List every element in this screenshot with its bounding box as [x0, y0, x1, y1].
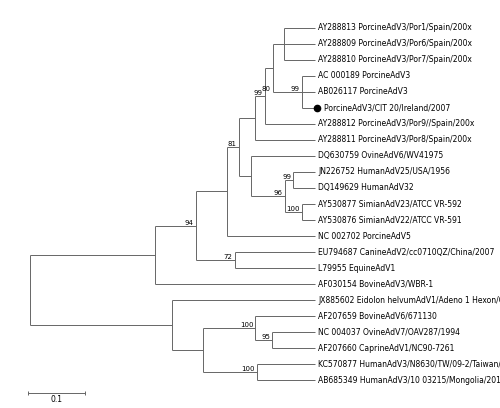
Text: AY530876 SimianAdV22/ATCC VR-591: AY530876 SimianAdV22/ATCC VR-591 [318, 215, 462, 224]
Text: AY288809 PorcineAdV3/Por6/Spain/200x: AY288809 PorcineAdV3/Por6/Spain/200x [318, 39, 472, 48]
Text: 80: 80 [262, 86, 271, 92]
Text: NC 002702 PorcineAdV5: NC 002702 PorcineAdV5 [318, 232, 411, 241]
Text: 100: 100 [242, 366, 255, 373]
Text: AF207659 BovineAdV6/671130: AF207659 BovineAdV6/671130 [318, 312, 437, 321]
Text: AY288812 PorcineAdV3/Por9//Spain/200x: AY288812 PorcineAdV3/Por9//Spain/200x [318, 119, 474, 129]
Text: AY530877 SimianAdV23/ATCC VR-592: AY530877 SimianAdV23/ATCC VR-592 [318, 200, 462, 208]
Text: PorcineAdV3/CIT 20/Ireland/2007: PorcineAdV3/CIT 20/Ireland/2007 [324, 103, 450, 112]
Text: AB026117 PorcineAdV3: AB026117 PorcineAdV3 [318, 87, 408, 96]
Text: 81: 81 [228, 141, 236, 147]
Text: AY288811 PorcineAdV3/Por8/Spain/200x: AY288811 PorcineAdV3/Por8/Spain/200x [318, 135, 472, 144]
Text: DQ630759 OvineAdV6/WV41975: DQ630759 OvineAdV6/WV41975 [318, 151, 444, 160]
Text: AF030154 BovineAdV3/WBR-1: AF030154 BovineAdV3/WBR-1 [318, 279, 434, 289]
Text: AC 000189 PorcineAdV3: AC 000189 PorcineAdV3 [318, 71, 410, 80]
Text: JN226752 HumanAdV25/USA/1956: JN226752 HumanAdV25/USA/1956 [318, 167, 450, 176]
Text: 72: 72 [224, 254, 232, 260]
Text: AF207660 CaprineAdV1/NC90-7261: AF207660 CaprineAdV1/NC90-7261 [318, 344, 454, 353]
Text: 100: 100 [240, 322, 254, 328]
Text: 99: 99 [254, 90, 262, 96]
Text: 96: 96 [274, 190, 282, 196]
Text: DQ149629 HumanAdV32: DQ149629 HumanAdV32 [318, 184, 414, 193]
Text: AY288813 PorcineAdV3/Por1/Spain/200x: AY288813 PorcineAdV3/Por1/Spain/200x [318, 23, 472, 32]
Text: 99: 99 [282, 174, 291, 180]
Text: AB685349 HumanAdV3/10 03215/Mongolia/2010: AB685349 HumanAdV3/10 03215/Mongolia/201… [318, 376, 500, 385]
Text: 94: 94 [184, 220, 194, 226]
Text: NC 004037 OvineAdV7/OAV287/1994: NC 004037 OvineAdV7/OAV287/1994 [318, 328, 460, 337]
Text: 0.1: 0.1 [50, 395, 62, 404]
Text: AY288810 PorcineAdV3/Por7/Spain/200x: AY288810 PorcineAdV3/Por7/Spain/200x [318, 55, 472, 64]
Text: L79955 EquineAdV1: L79955 EquineAdV1 [318, 264, 396, 273]
Text: EU794687 CanineAdV2/cc0710QZ/China/2007: EU794687 CanineAdV2/cc0710QZ/China/2007 [318, 248, 494, 257]
Text: 99: 99 [290, 86, 300, 92]
Text: 95: 95 [261, 334, 270, 340]
Text: 100: 100 [286, 206, 300, 212]
Text: KC570877 HumanAdV3/N8630/TW/09-2/Taiwan/2009: KC570877 HumanAdV3/N8630/TW/09-2/Taiwan/… [318, 360, 500, 369]
Text: JX885602 Eidolon helvumAdV1/Adeno 1 Hexon/Ghana/2009: JX885602 Eidolon helvumAdV1/Adeno 1 Hexo… [318, 296, 500, 305]
